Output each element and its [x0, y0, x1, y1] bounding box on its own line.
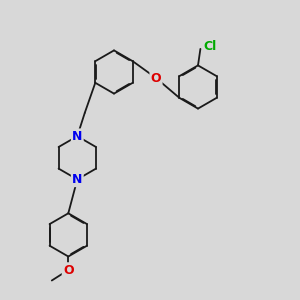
Text: O: O	[63, 263, 74, 277]
Text: N: N	[72, 173, 83, 186]
Text: N: N	[72, 130, 83, 143]
Text: Cl: Cl	[203, 40, 217, 53]
Text: O: O	[151, 71, 161, 85]
